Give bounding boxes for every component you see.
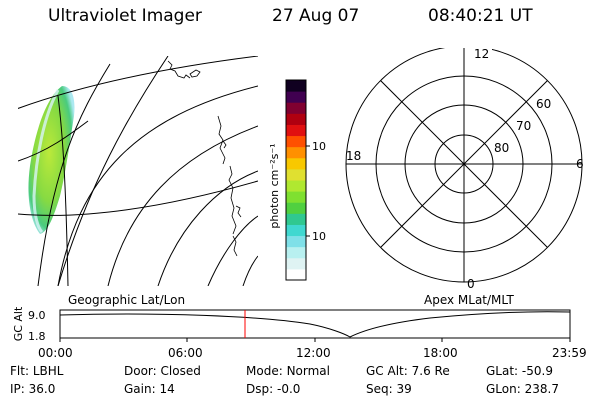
status-label: Mode: bbox=[246, 364, 283, 378]
colorbar-swatch bbox=[286, 235, 306, 248]
status-label: Seq: bbox=[366, 382, 393, 396]
xtick-1200: 12:00 bbox=[296, 346, 331, 360]
timeline-axis-title: GC Alt bbox=[12, 306, 25, 341]
colorbar-swatch bbox=[286, 91, 306, 103]
ytick-bottom: 1.8 bbox=[28, 330, 46, 343]
xtick-1800: 18:00 bbox=[423, 346, 458, 360]
colorbar-label: photon cm⁻²s⁻¹ bbox=[268, 143, 281, 228]
mlt-label-18: 18 bbox=[346, 149, 361, 163]
status-seq: Seq: 39 bbox=[366, 382, 412, 396]
colorbar-swatch bbox=[286, 102, 306, 114]
colorbar-swatch bbox=[286, 213, 306, 225]
ytick-top: 9.0 bbox=[28, 309, 46, 322]
status-ip: IP: 36.0 bbox=[10, 382, 55, 396]
status-label: Flt: bbox=[10, 364, 29, 378]
time-label: 08:40:21 UT bbox=[428, 6, 533, 26]
lat-label-70: 70 bbox=[516, 119, 531, 133]
status-value: Normal bbox=[286, 364, 330, 378]
colorbar-swatch bbox=[286, 246, 306, 259]
colorbar-swatch bbox=[286, 168, 306, 181]
colorbar-swatch bbox=[286, 257, 306, 270]
status-gcalt: GC Alt: 7.6 Re bbox=[366, 364, 450, 378]
status-label: Door: bbox=[124, 364, 157, 378]
status-label: IP: bbox=[10, 382, 25, 396]
status-glon: GLon: 238.7 bbox=[486, 382, 559, 396]
colorbar-swatch bbox=[286, 146, 306, 159]
status-gain: Gain: 14 bbox=[124, 382, 175, 396]
lat-label-80: 80 bbox=[494, 141, 509, 155]
timeline-plot: GC Alt 9.0 1.8 bbox=[12, 306, 571, 343]
status-door: Door: Closed bbox=[124, 364, 201, 378]
colorbar-tick-100: 100 bbox=[312, 140, 326, 153]
xtick-0600: 06:00 bbox=[168, 346, 203, 360]
status-value: 7.6 Re bbox=[411, 364, 450, 378]
status-dsp: Dsp: -0.0 bbox=[246, 382, 300, 396]
colorbar-swatch bbox=[286, 124, 306, 137]
status-label: GLat: bbox=[486, 364, 519, 378]
status-value: 39 bbox=[396, 382, 412, 396]
colorbar-swatch bbox=[286, 268, 306, 281]
status-flt: Flt: LBHL bbox=[10, 364, 63, 378]
colorbar: 100 10 photon cm⁻²s⁻¹ bbox=[268, 79, 326, 281]
apex-label: Apex MLat/MLT bbox=[424, 293, 514, 307]
status-value: 36.0 bbox=[28, 382, 56, 396]
status-value: 238.7 bbox=[524, 382, 559, 396]
xtick-0000: 00:00 bbox=[38, 346, 73, 360]
colorbar-swatch bbox=[286, 157, 306, 170]
colorbar-swatch bbox=[286, 80, 306, 92]
colorbar-swatch bbox=[286, 191, 306, 203]
status-value: 14 bbox=[159, 382, 175, 396]
colorbar-swatch bbox=[286, 224, 306, 237]
colorbar-swatch bbox=[286, 135, 306, 148]
mlt-label-6: 6 bbox=[576, 157, 584, 171]
altitude-curve bbox=[59, 311, 571, 338]
aurora-emission bbox=[28, 86, 75, 234]
status-label: GLon: bbox=[486, 382, 521, 396]
colorbar-tick-10: 10 bbox=[312, 230, 326, 243]
status-label: Gain: bbox=[124, 382, 156, 396]
status-glat: GLat: -50.9 bbox=[486, 364, 553, 378]
colorbar-swatch bbox=[286, 113, 306, 125]
geographic-label: Geographic Lat/Lon bbox=[68, 293, 186, 307]
status-mode: Mode: Normal bbox=[246, 364, 330, 378]
polar-plot: 12 18 6 0 60 70 80 bbox=[345, 48, 584, 291]
mlt-label-0: 0 bbox=[467, 277, 475, 291]
colorbar-swatch bbox=[286, 202, 306, 214]
geographic-image-panel bbox=[18, 56, 258, 286]
status-value: -0.0 bbox=[276, 382, 301, 396]
status-value: -50.9 bbox=[521, 364, 553, 378]
status-value: Closed bbox=[160, 364, 201, 378]
status-label: GC Alt: bbox=[366, 364, 408, 378]
status-label: Dsp: bbox=[246, 382, 274, 396]
lat-label-60: 60 bbox=[536, 97, 551, 111]
colorbar-swatch bbox=[286, 180, 306, 192]
mlt-label-12: 12 bbox=[474, 48, 489, 61]
xtick-2359: 23:59 bbox=[552, 346, 587, 360]
status-value: LBHL bbox=[32, 364, 64, 378]
instrument-title: Ultraviolet Imager bbox=[48, 6, 202, 26]
date-label: 27 Aug 07 bbox=[272, 6, 360, 26]
